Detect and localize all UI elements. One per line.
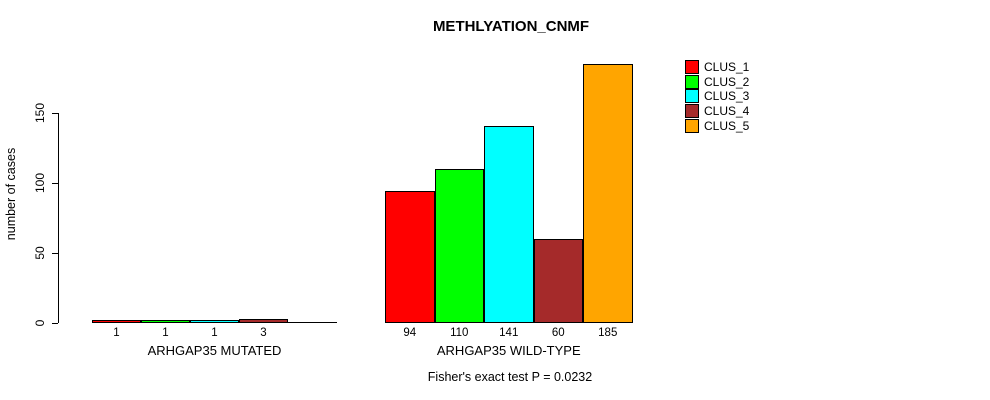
chart-title: METHLYATION_CNMF: [432, 18, 590, 35]
bar: [141, 320, 190, 323]
legend-swatch: [685, 89, 699, 104]
y-tick-label: 150: [33, 102, 47, 124]
y-tick: [52, 113, 58, 114]
y-tick-label: 50: [33, 246, 47, 260]
bar: [385, 191, 435, 323]
legend-label: CLUS_2: [704, 74, 750, 89]
legend-label: CLUS_1: [704, 60, 750, 74]
bar-value-label: 110: [450, 327, 469, 339]
legend-swatch: [685, 60, 699, 74]
legend-label: CLUS_5: [704, 118, 750, 133]
legend-swatch: [685, 74, 699, 89]
bar: [583, 64, 633, 323]
y-tick: [52, 323, 58, 324]
bar-value-label: 141: [499, 327, 519, 339]
bar-value-label: 3: [260, 327, 267, 339]
bar: [533, 239, 583, 323]
y-tick: [52, 253, 58, 254]
bar: [92, 320, 141, 323]
bar-value-label: 60: [551, 327, 565, 339]
bar-value-label: 1: [211, 327, 218, 339]
bar: [434, 169, 484, 323]
group-label: ARHGAP35 MUTATED: [147, 343, 282, 358]
bar: [190, 320, 239, 323]
bar: [288, 322, 337, 323]
bar-value-label: 1: [162, 327, 169, 339]
bar: [484, 126, 534, 323]
y-tick: [52, 183, 58, 184]
fisher-test-annotation: Fisher's exact test P = 0.0232: [427, 370, 593, 384]
legend-swatch: [685, 118, 699, 133]
bar-value-label: 94: [403, 327, 417, 339]
legend-swatch: [685, 104, 699, 119]
bar-value-label: 185: [598, 327, 618, 339]
y-axis-title: number of cases: [4, 147, 18, 241]
bar-value-label: 1: [113, 327, 120, 339]
y-tick-label: 100: [33, 172, 47, 194]
bar: [239, 319, 288, 323]
group-label: ARHGAP35 WILD-TYPE: [436, 343, 581, 358]
y-axis-line: [58, 113, 59, 323]
y-tick-label: 0: [33, 319, 47, 327]
legend-label: CLUS_3: [704, 89, 750, 104]
legend-label: CLUS_4: [704, 104, 750, 119]
